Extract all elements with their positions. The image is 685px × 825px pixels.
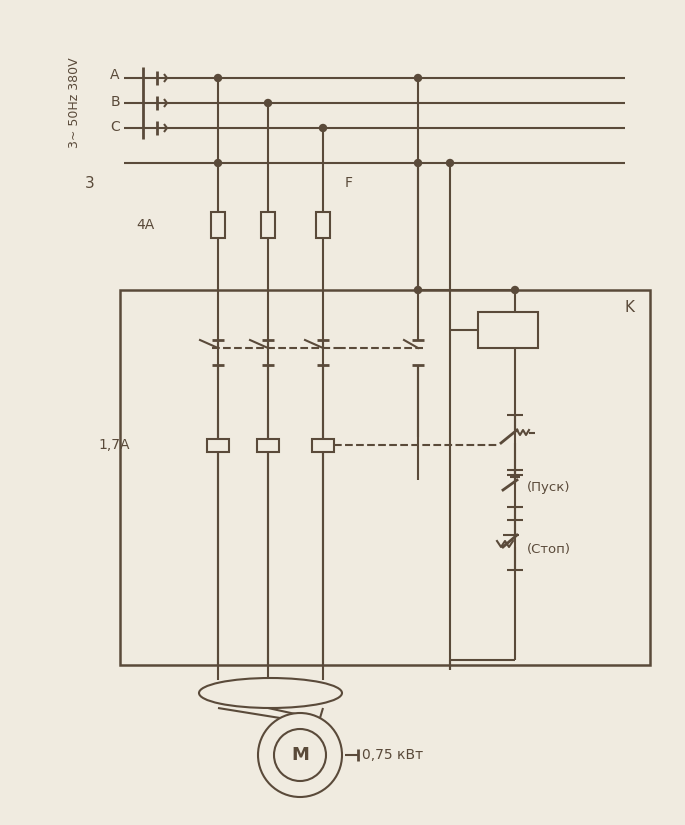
Circle shape: [264, 100, 271, 106]
Circle shape: [319, 125, 327, 131]
Circle shape: [274, 729, 326, 781]
Text: 4A: 4A: [137, 218, 155, 232]
Text: 3: 3: [85, 176, 95, 191]
Text: 1,7A: 1,7A: [99, 438, 130, 452]
Circle shape: [414, 74, 421, 82]
Circle shape: [512, 286, 519, 294]
Bar: [261, 212, 275, 238]
Ellipse shape: [199, 678, 342, 708]
Text: M: M: [291, 746, 309, 764]
Text: A: A: [110, 68, 120, 82]
Bar: [207, 439, 229, 451]
Text: 3~ 50Hz 380V: 3~ 50Hz 380V: [68, 58, 82, 148]
Bar: [211, 212, 225, 238]
Circle shape: [214, 74, 221, 82]
Circle shape: [214, 159, 221, 167]
Text: B: B: [110, 95, 120, 109]
Text: 0,75 кВт: 0,75 кВт: [362, 748, 423, 762]
Bar: [316, 212, 330, 238]
Bar: [257, 439, 279, 451]
Text: (Пуск): (Пуск): [527, 480, 571, 493]
Bar: [120, 290, 650, 665]
Circle shape: [447, 159, 453, 167]
Circle shape: [414, 159, 421, 167]
Bar: [478, 312, 538, 348]
Text: C: C: [110, 120, 120, 134]
Circle shape: [414, 286, 421, 294]
Text: F: F: [345, 176, 353, 190]
Text: (Стоп): (Стоп): [527, 544, 571, 557]
Text: K: K: [625, 300, 635, 315]
Bar: [312, 439, 334, 451]
Circle shape: [258, 713, 342, 797]
